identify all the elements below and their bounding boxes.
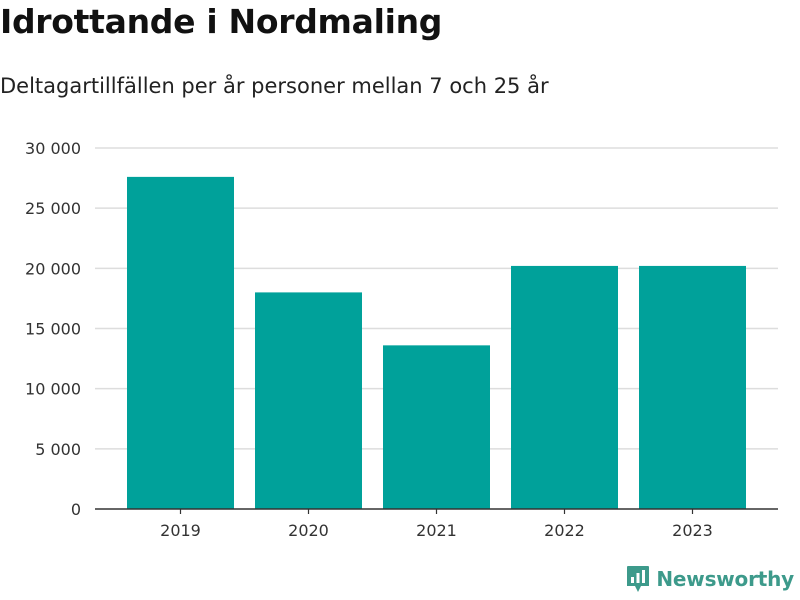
x-tick-label: 2022 [544, 521, 585, 540]
chart-subtitle: Deltagartillfällen per år personer mella… [0, 74, 549, 98]
y-tick-label: 25 000 [25, 199, 81, 218]
bar-chart: 0 5 000 10 000 15 000 20 000 25 000 30 000 201… [25, 139, 778, 540]
brand-name: Newsworthy [656, 567, 794, 591]
x-tick-label: 2023 [672, 521, 713, 540]
x-tick-label: 2019 [160, 521, 201, 540]
bar-2021 [383, 345, 490, 509]
bars [127, 176, 746, 509]
bar-2020 [255, 292, 362, 509]
x-tick-label: 2021 [416, 521, 457, 540]
newsworthy-logo-icon [627, 566, 650, 592]
x-tick-label: 2020 [288, 521, 329, 540]
y-tick-label: 15 000 [25, 320, 81, 339]
bar-2023 [639, 265, 746, 509]
y-tick-label: 5 000 [35, 440, 81, 459]
chart-title: Idrottande i Nordmaling [0, 2, 443, 41]
x-axis-ticks: 2019 2020 2021 2022 2023 [160, 509, 713, 540]
y-axis-ticks: 0 5 000 10 000 15 000 20 000 25 000 30 000 [25, 139, 81, 519]
y-tick-label: 10 000 [25, 380, 81, 399]
bar-2019 [127, 176, 234, 509]
bar-2022 [511, 265, 618, 509]
y-tick-label: 20 000 [25, 259, 81, 278]
y-tick-label: 0 [71, 500, 81, 519]
newsworthy-brand: Newsworthy [626, 564, 794, 594]
y-tick-label: 30 000 [25, 139, 81, 158]
